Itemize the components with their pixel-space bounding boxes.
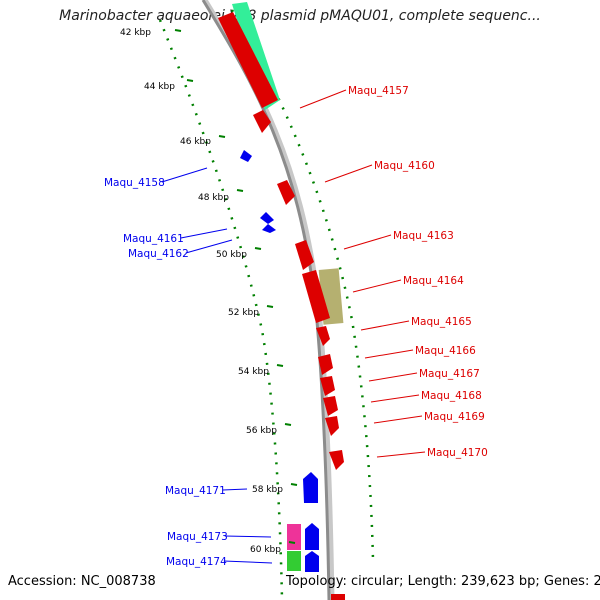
gene-label-leader	[223, 560, 273, 564]
tick-label: 48 kbp	[198, 193, 229, 203]
tick-label: 46 kbp	[180, 137, 211, 147]
gene-label-leader	[161, 167, 208, 183]
gene-label-leader	[324, 164, 373, 183]
forward-gene-label[interactable]: Maqu_4169	[424, 411, 485, 423]
reverse-gene-label[interactable]: Maqu_4171	[165, 485, 226, 497]
tick-mark	[236, 189, 244, 192]
forward-gene-label[interactable]: Maqu_4167	[419, 368, 480, 380]
forward-gene-arrow[interactable]	[277, 180, 295, 205]
magenta-feature[interactable]	[287, 524, 301, 550]
forward-gene-arrow[interactable]	[253, 110, 271, 133]
tick-label: 52 kbp	[228, 308, 259, 318]
tick-mark	[266, 305, 274, 308]
gene-label-leader	[364, 349, 414, 359]
forward-gene-arrow[interactable]	[329, 450, 344, 470]
forward-gene-label[interactable]: Maqu_4165	[411, 316, 472, 328]
gene-label-leader	[368, 372, 418, 382]
reverse-gene-arrow[interactable]	[260, 212, 274, 224]
tick-label: 60 kbp	[250, 545, 281, 555]
gene-label-leader	[352, 279, 402, 293]
gene-label-leader	[373, 415, 423, 424]
reverse-gene-label[interactable]: Maqu_4161	[123, 233, 184, 245]
forward-gene-label[interactable]: Maqu_4168	[421, 390, 482, 402]
forward-gene-arrow[interactable]	[320, 376, 335, 396]
tick-mark	[288, 541, 296, 544]
forward-gene-label[interactable]: Maqu_4163	[393, 230, 454, 242]
reverse-gene-arrow[interactable]	[240, 150, 252, 162]
gene-label-leader	[370, 394, 420, 403]
tick-mark	[218, 135, 226, 138]
gene-label-leader	[299, 89, 347, 109]
reverse-gene-arrow[interactable]	[305, 551, 319, 572]
forward-gene-label[interactable]: Maqu_4157	[348, 85, 409, 97]
forward-gene-label[interactable]: Maqu_4160	[374, 160, 435, 172]
gene-label-leader	[360, 320, 410, 331]
forward-gene-arrow[interactable]	[295, 240, 314, 270]
accession-text: Accession: NC_008738	[8, 574, 156, 589]
tick-mark	[284, 423, 292, 426]
gene-label-leader	[185, 239, 233, 254]
tick-mark	[254, 247, 262, 250]
reverse-gene-label[interactable]: Maqu_4173	[167, 531, 228, 543]
forward-gene-label[interactable]: Maqu_4164	[403, 275, 464, 287]
reverse-gene-arrow[interactable]	[305, 523, 319, 550]
reverse-gene-arrow[interactable]	[262, 224, 276, 233]
tick-label: 42 kbp	[120, 28, 151, 38]
forward-gene-arrow[interactable]	[331, 594, 345, 600]
reverse-gene-label[interactable]: Maqu_4162	[128, 248, 189, 260]
tick-label: 58 kbp	[252, 485, 283, 495]
gene-label-leader	[376, 451, 426, 458]
tick-label: 56 kbp	[246, 426, 277, 436]
reverse-gene-label[interactable]: Maqu_4174	[166, 556, 227, 568]
gene-label-leader	[222, 488, 248, 491]
tick-mark	[174, 29, 182, 32]
reverse-gene-arrow[interactable]	[303, 472, 318, 503]
forward-gene-label[interactable]: Maqu_4166	[415, 345, 476, 357]
tick-mark	[276, 364, 284, 367]
topology-text: Topology: circular; Length: 239,623 bp; …	[286, 574, 600, 589]
gene-label-leader	[180, 228, 228, 239]
forward-gene-arrow[interactable]	[316, 326, 330, 346]
tick-label: 50 kbp	[216, 250, 247, 260]
tick-mark	[186, 79, 194, 82]
forward-gene-arrow[interactable]	[302, 270, 330, 323]
gene-label-leader	[343, 234, 392, 250]
forward-gene-label[interactable]: Maqu_4170	[427, 447, 488, 459]
map-title: Marinobacter aquaeolei VT8 plasmid pMAQU…	[59, 8, 541, 24]
green-feature[interactable]	[287, 551, 301, 571]
tick-label: 54 kbp	[238, 367, 269, 377]
tick-label: 44 kbp	[144, 82, 175, 92]
forward-gene-arrow[interactable]	[218, 12, 278, 108]
gene-label-leader	[224, 535, 272, 538]
forward-gene-arrow[interactable]	[323, 396, 338, 416]
forward-gene-arrow[interactable]	[318, 354, 333, 375]
forward-gene-arrow[interactable]	[325, 416, 339, 436]
tick-mark	[290, 483, 298, 486]
reverse-gene-label[interactable]: Maqu_4158	[104, 177, 165, 189]
